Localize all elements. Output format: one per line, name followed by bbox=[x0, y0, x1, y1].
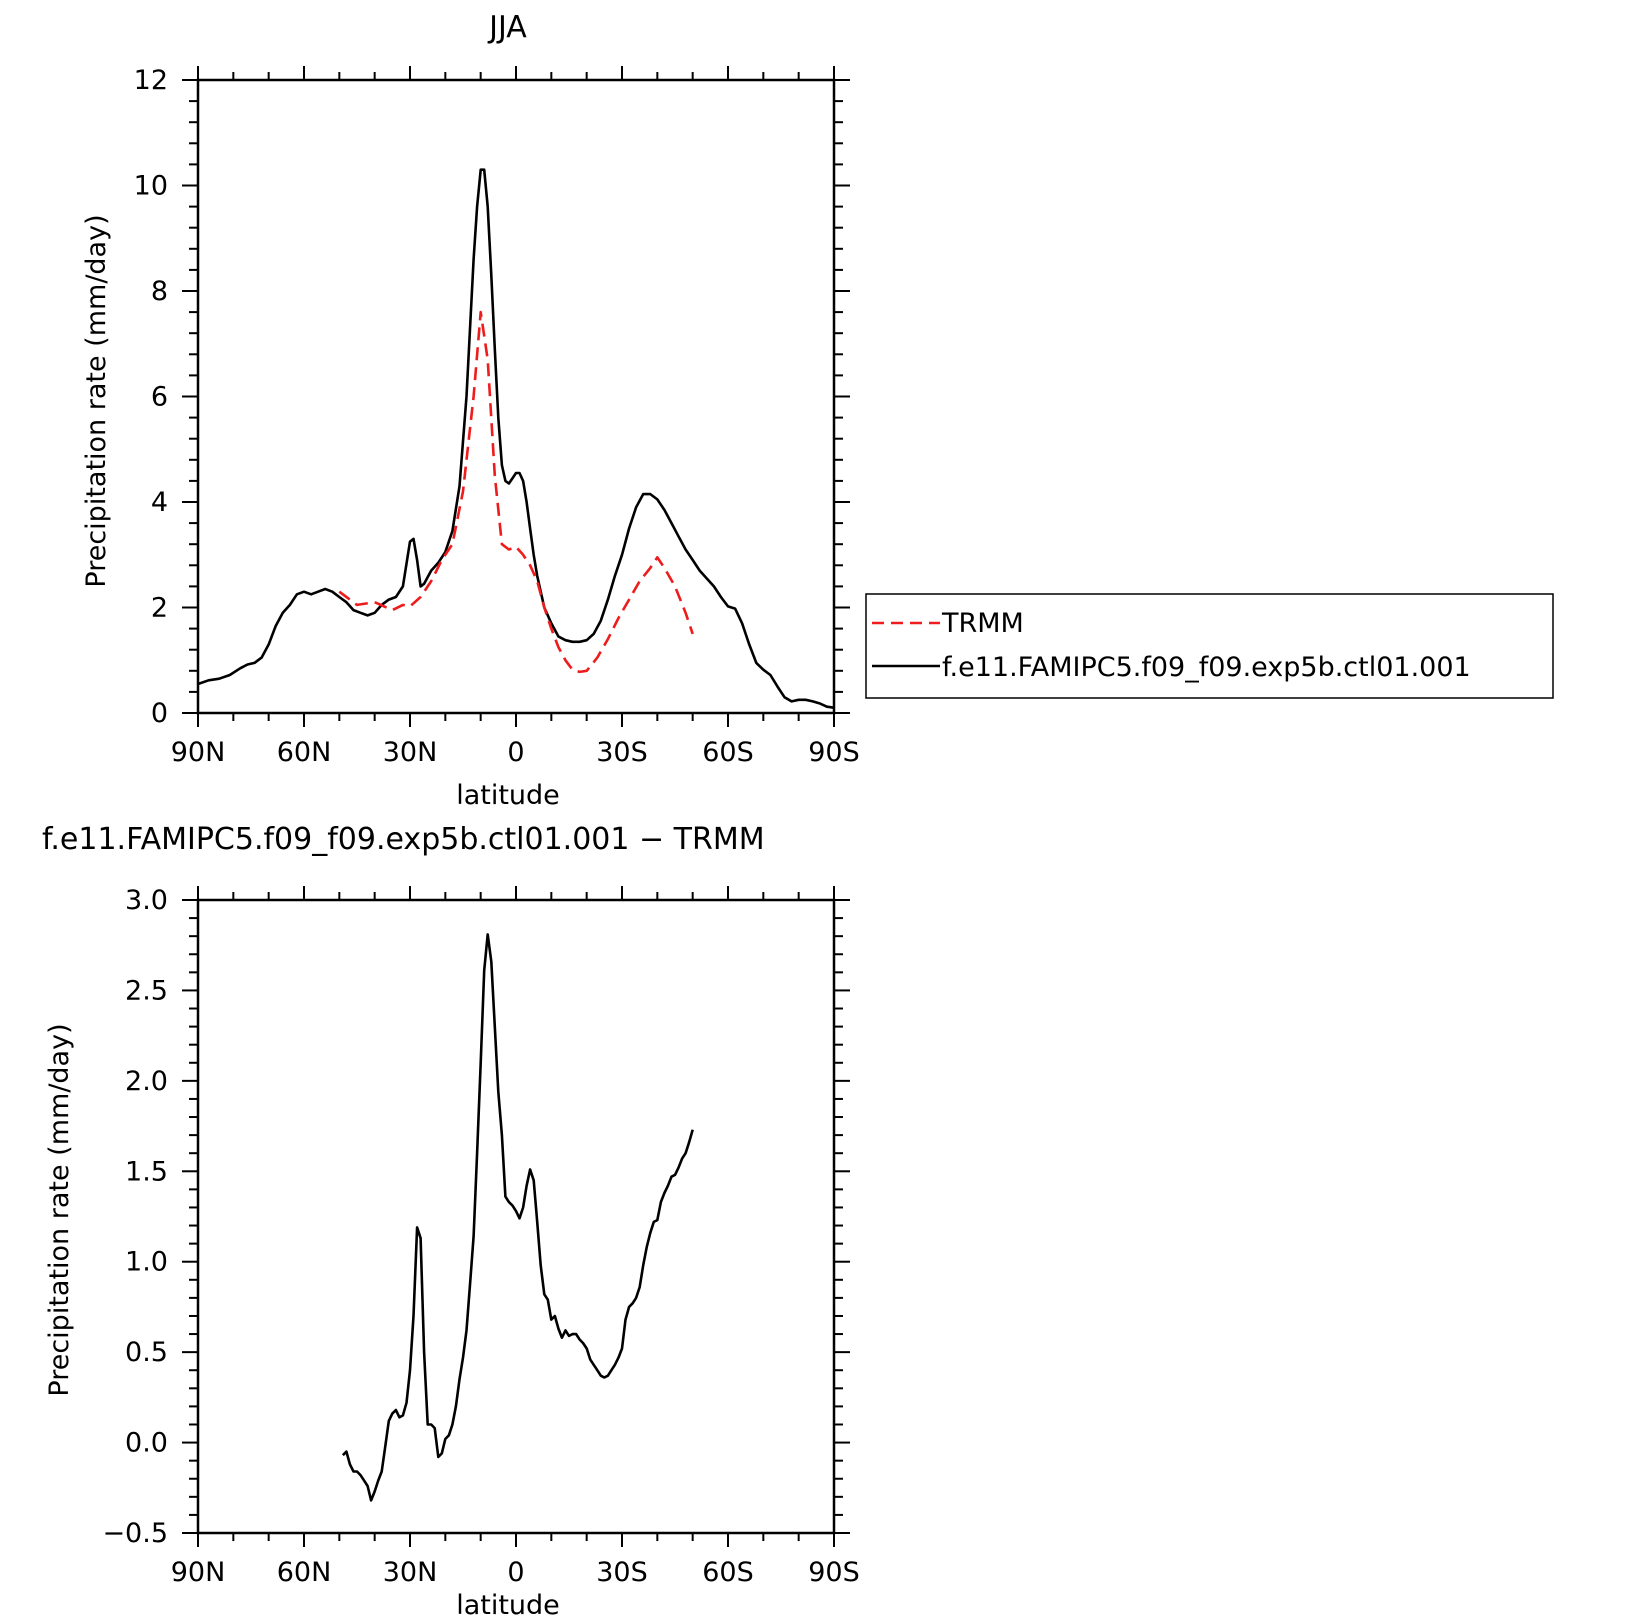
bottom-x-tick-label: 60S bbox=[702, 1557, 754, 1588]
top-x-tick-label: 30N bbox=[383, 737, 438, 768]
bottom-y-tick-label: 0.5 bbox=[125, 1337, 168, 1368]
bottom-panel: f.e11.FAMIPC5.f09_f09.exp5b.ctl01.001 − … bbox=[42, 822, 860, 1621]
bottom-plot-frame bbox=[196, 898, 836, 1535]
top-series-group bbox=[198, 168, 834, 709]
bottom-y-tick-label: 3.0 bbox=[125, 885, 168, 916]
top-y-tick-label: 4 bbox=[151, 487, 168, 518]
bottom-x-tick-label: 30N bbox=[383, 1557, 438, 1588]
top-y-tick-label: 6 bbox=[151, 382, 168, 413]
bottom-x-tick-label: 90S bbox=[808, 1557, 860, 1588]
bottom-chart-title: f.e11.FAMIPC5.f09_f09.exp5b.ctl01.001 − … bbox=[42, 822, 765, 857]
top-x-tick-label: 0 bbox=[507, 737, 524, 768]
top-y-tick-label: 10 bbox=[134, 171, 168, 202]
legend-label-trmm: TRMM bbox=[941, 608, 1024, 639]
bottom-y-tick-label: 2.0 bbox=[125, 1066, 168, 1097]
top-x-tick-label: 30S bbox=[596, 737, 648, 768]
bottom-series-line-model bbox=[341, 933, 694, 1502]
legend-box bbox=[865, 593, 1554, 699]
bottom-y-tick-label: 1.0 bbox=[125, 1247, 168, 1278]
bottom-x-tick-label: 30S bbox=[596, 1557, 648, 1588]
top-legend: TRMM f.e11.FAMIPC5.f09_f09.exp5b.ctl01.0… bbox=[865, 593, 1554, 699]
bottom-x-tick-label: 0 bbox=[507, 1557, 524, 1588]
top-y-tick-label: 0 bbox=[151, 698, 168, 729]
top-chart-title: JJA bbox=[487, 10, 527, 45]
top-x-tick-label: 60N bbox=[277, 737, 332, 768]
top-x-tick-label: 60S bbox=[702, 737, 754, 768]
top-series-line-trmm bbox=[338, 310, 694, 674]
top-x-tick-label: 90N bbox=[171, 737, 226, 768]
top-axes: 90N 60N 30N 0 30S 60S 90S 0 2 4 6 8 10 12 bbox=[134, 65, 860, 768]
bottom-axes: 90N 60N 30N 0 30S 60S 90S −0.5 0.0 0.5 1.0 1.5 2.0 2.… bbox=[102, 885, 859, 1588]
bottom-x-axis-label: latitude bbox=[456, 1590, 560, 1621]
legend-label-model: f.e11.FAMIPC5.f09_f09.exp5b.ctl01.001 bbox=[942, 652, 1471, 683]
bottom-y-tick-label: −0.5 bbox=[102, 1518, 168, 1549]
bottom-y-axis-label: Precipitation rate (mm/day) bbox=[44, 1023, 75, 1396]
top-y-tick-label: 2 bbox=[151, 593, 168, 624]
top-y-axis-label: Precipitation rate (mm/day) bbox=[81, 214, 112, 587]
top-x-tick-label: 90S bbox=[808, 737, 860, 768]
bottom-y-tick-label: 0.0 bbox=[125, 1428, 168, 1459]
bottom-x-tick-label: 60N bbox=[277, 1557, 332, 1588]
top-y-tick-label: 12 bbox=[134, 65, 168, 96]
top-series-line-model bbox=[198, 168, 834, 709]
top-x-axis-label: latitude bbox=[456, 780, 560, 811]
top-y-tick-label: 8 bbox=[151, 276, 168, 307]
bottom-series-group bbox=[341, 933, 694, 1502]
bottom-y-tick-label: 2.5 bbox=[125, 975, 168, 1006]
top-panel: JJA latitude Precipitation rate (mm/day)… bbox=[81, 10, 1554, 811]
bottom-x-tick-label: 90N bbox=[171, 1557, 226, 1588]
bottom-y-tick-label: 1.5 bbox=[125, 1156, 168, 1187]
